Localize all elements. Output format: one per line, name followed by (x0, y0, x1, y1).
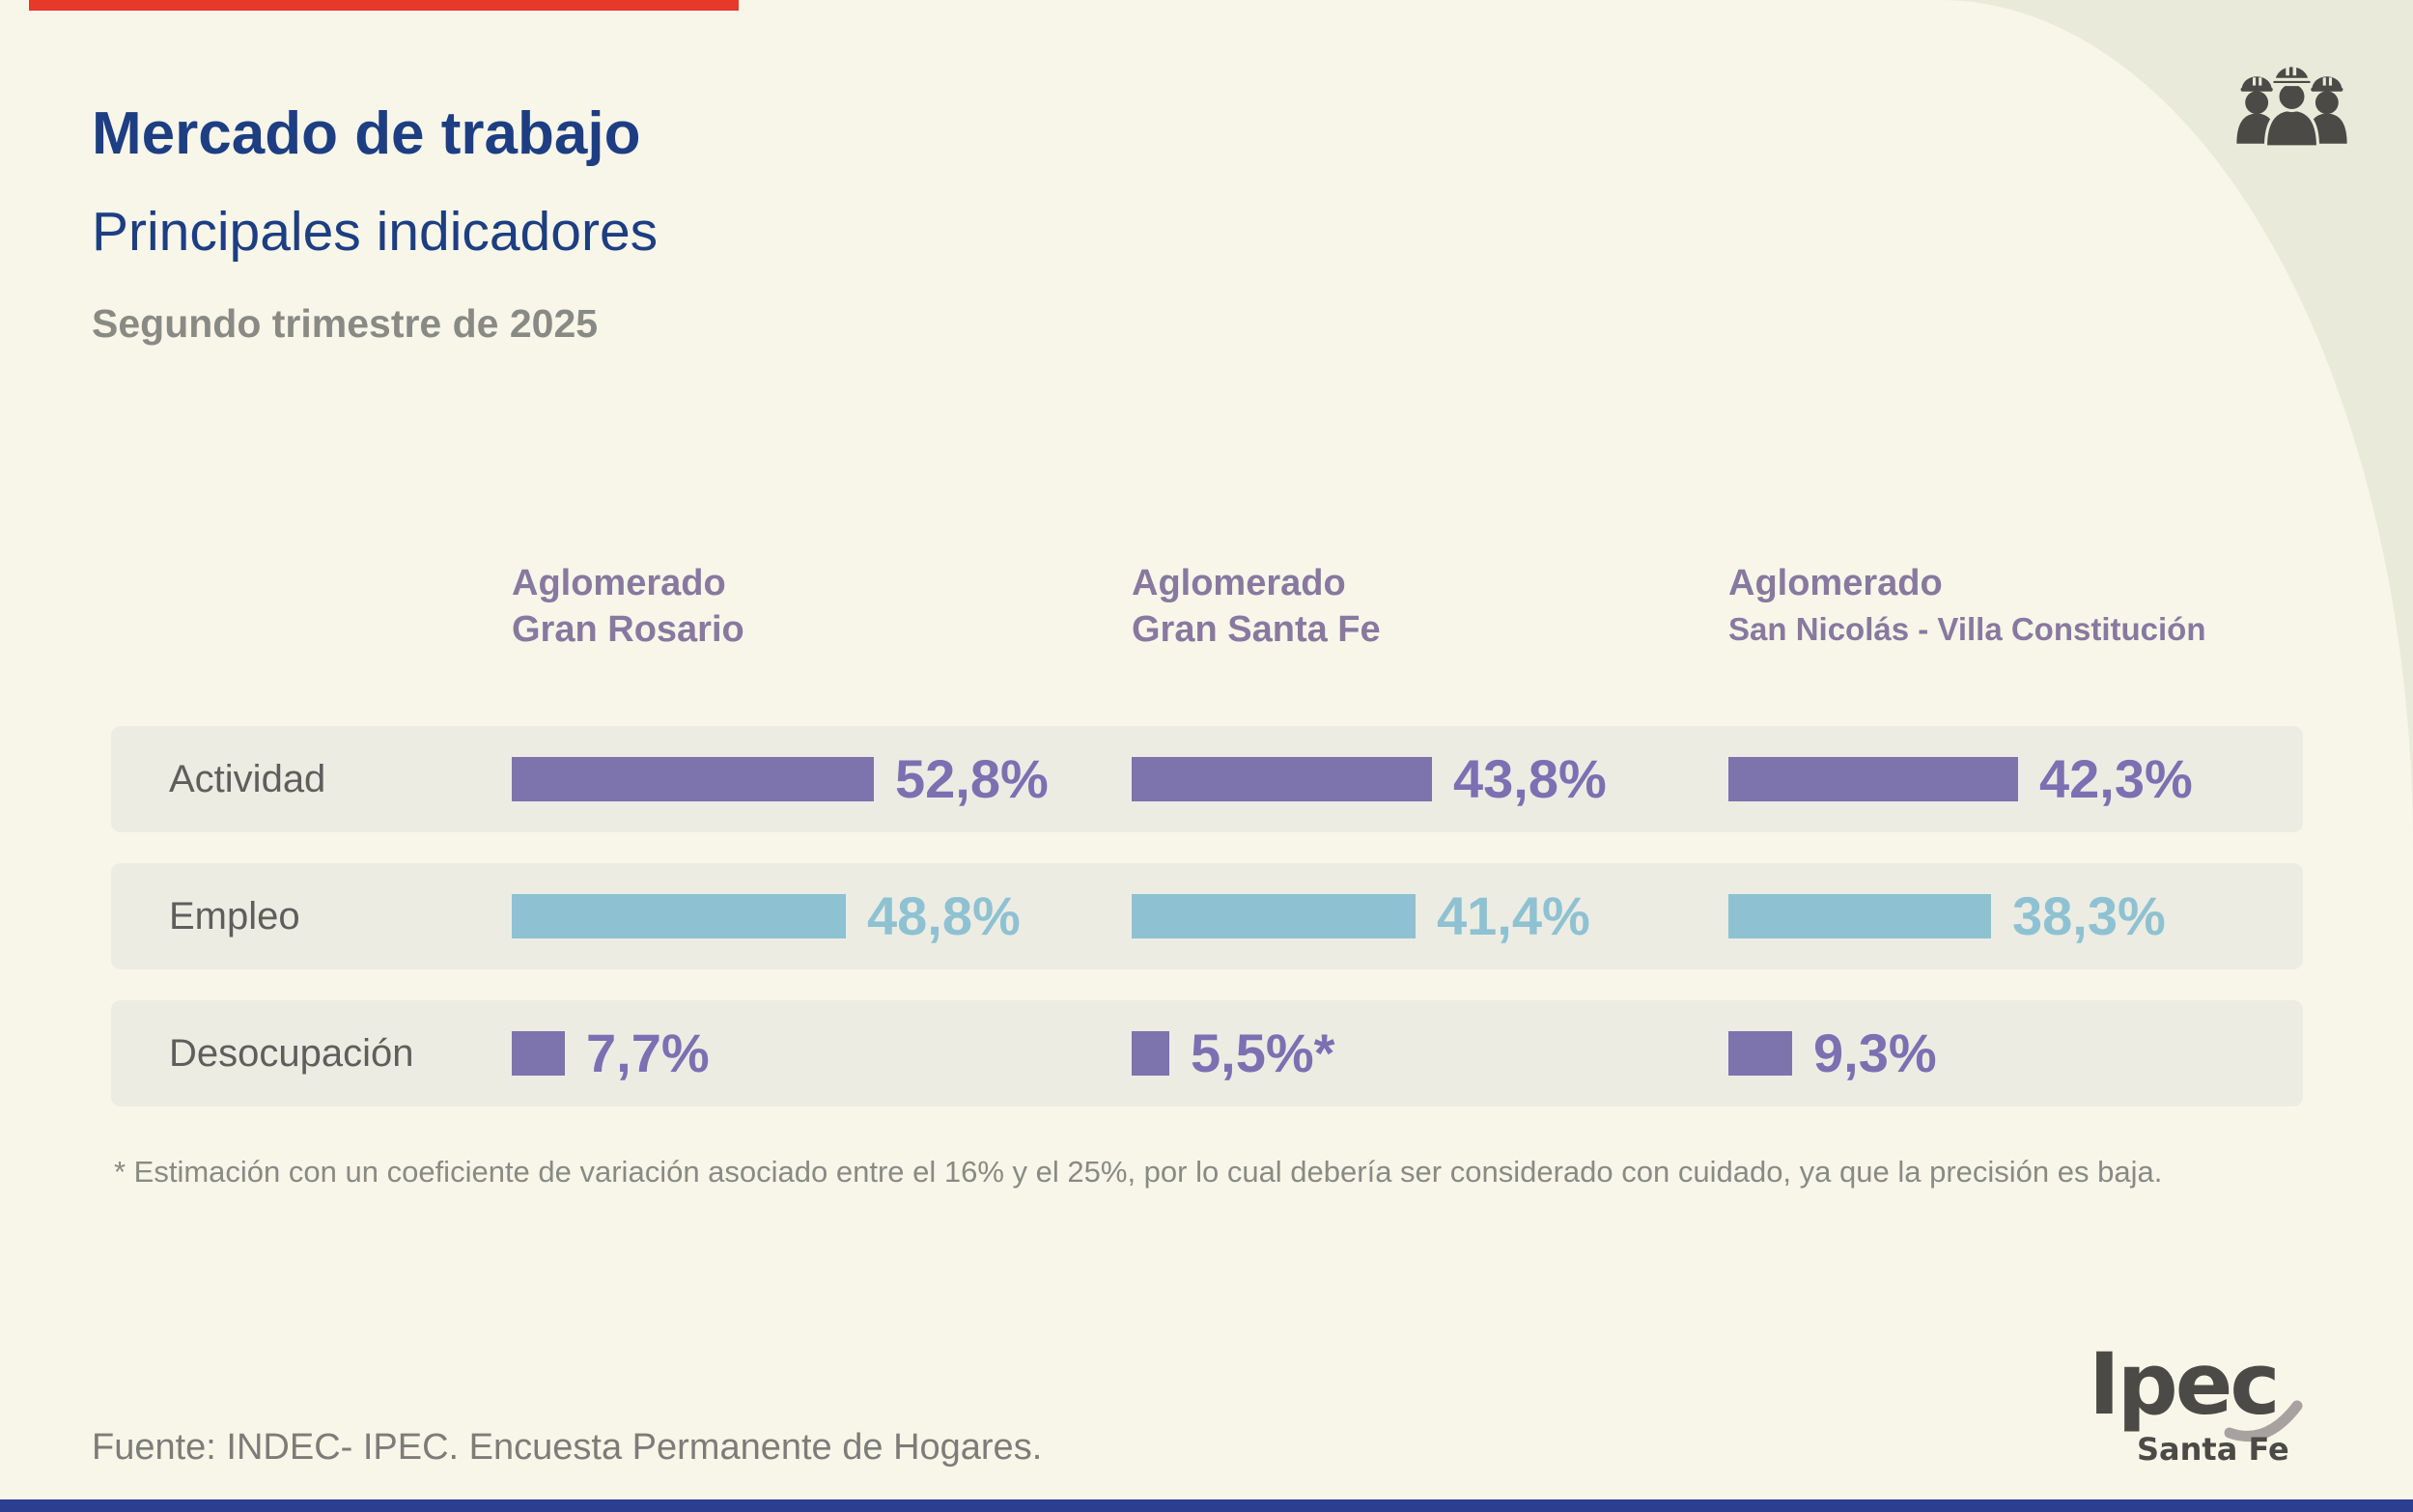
source-note: Fuente: INDEC- IPEC. Encuesta Permanente… (92, 1427, 1043, 1468)
value-actividad-rosario: 52,8% (895, 748, 1049, 809)
cell-desocupacion-santa-fe: 5,5%* (1132, 1000, 1728, 1106)
row-label-desocupacion: Desocupación (169, 1031, 414, 1075)
ipec-logo-text: Ipec (2089, 1334, 2278, 1434)
bar-actividad-santa-fe (1132, 757, 1432, 801)
bar-desocupacion-santa-fe (1132, 1031, 1169, 1076)
cell-actividad-santa-fe: 43,8% (1132, 726, 1728, 832)
column-header-gran-rosario: Aglomerado Gran Rosario (512, 560, 1132, 653)
cell-desocupacion-san-nicolas: 9,3% (1728, 1000, 2303, 1106)
value-empleo-san-nicolas: 38,3% (2012, 885, 2166, 946)
page-title: Mercado de trabajo (92, 100, 641, 167)
value-desocupacion-santa-fe: 5,5%* (1191, 1022, 1335, 1083)
bar-desocupacion-san-nicolas (1728, 1031, 1792, 1076)
value-actividad-santa-fe: 43,8% (1453, 748, 1607, 809)
header-block: Mercado de trabajo Principales indicador… (92, 104, 658, 344)
value-desocupacion-san-nicolas: 9,3% (1813, 1022, 1937, 1083)
cell-actividad-san-nicolas: 42,3% (1728, 726, 2303, 832)
bar-empleo-santa-fe (1132, 894, 1416, 938)
value-empleo-santa-fe: 41,4% (1437, 885, 1590, 946)
column-header-san-nicolas: Aglomerado San Nicolás - Villa Constituc… (1728, 560, 2303, 653)
table-row-empleo: Empleo 48,8% 41,4% 38,3% (111, 863, 2303, 969)
column-header-line2: San Nicolás - Villa Constitución (1728, 611, 2206, 647)
ipec-logo: Ipec Santa Fe (2089, 1334, 2303, 1468)
bottom-blue-accent-bar (0, 1499, 2413, 1512)
column-header-line2: Gran Rosario (512, 609, 744, 650)
row-label-empleo: Empleo (169, 894, 300, 938)
column-header-gran-santa-fe: Aglomerado Gran Santa Fe (1132, 560, 1728, 653)
bar-empleo-san-nicolas (1728, 894, 1991, 938)
table-row-desocupacion: Desocupación 7,7% 5,5%* 9,3% (111, 1000, 2303, 1106)
bar-actividad-san-nicolas (1728, 757, 2018, 801)
top-red-accent-bar (29, 0, 739, 11)
value-desocupacion-rosario: 7,7% (586, 1022, 710, 1083)
bar-desocupacion-rosario (512, 1031, 565, 1076)
column-header-line2: Gran Santa Fe (1132, 609, 1381, 650)
row-label-actividad: Actividad (169, 757, 326, 800)
column-headers: Aglomerado Gran Rosario Aglomerado Gran … (111, 560, 2303, 653)
cell-actividad-rosario: 52,8% (512, 726, 1132, 832)
column-header-line1: Aglomerado (512, 563, 726, 603)
cell-empleo-san-nicolas: 38,3% (1728, 863, 2303, 969)
cell-empleo-rosario: 48,8% (512, 863, 1132, 969)
bar-empleo-rosario (512, 894, 846, 938)
cell-desocupacion-rosario: 7,7% (512, 1000, 1132, 1106)
bar-actividad-rosario (512, 757, 874, 801)
table-row-actividad: Actividad 52,8% 43,8% 42,3% (111, 726, 2303, 832)
column-header-line1: Aglomerado (1132, 563, 1346, 603)
value-actividad-san-nicolas: 42,3% (2039, 748, 2193, 809)
footnote: * Estimación con un coeficiente de varia… (114, 1155, 2163, 1189)
page-subtitle: Principales indicadores (92, 201, 659, 263)
column-header-line1: Aglomerado (1728, 563, 1943, 603)
value-empleo-rosario: 48,8% (867, 885, 1021, 946)
cell-empleo-santa-fe: 41,4% (1132, 863, 1728, 969)
period-label: Segundo trimestre de 2025 (92, 301, 599, 346)
ipec-logo-swoosh (2224, 1400, 2303, 1442)
workers-icon (2236, 64, 2347, 147)
ipec-logo-region: Santa Fe (2137, 1431, 2289, 1468)
